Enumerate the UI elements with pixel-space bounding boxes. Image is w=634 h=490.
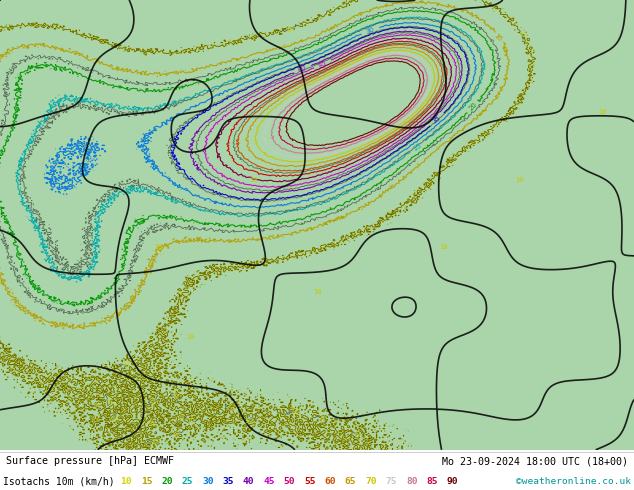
Text: 80: 80 [406, 477, 418, 486]
Text: 10: 10 [89, 413, 99, 424]
Text: 10: 10 [154, 245, 163, 250]
Text: 10: 10 [120, 477, 132, 486]
Text: 10: 10 [175, 413, 186, 422]
Text: 10: 10 [168, 390, 178, 401]
Text: 40: 40 [243, 477, 254, 486]
Text: 55: 55 [304, 477, 316, 486]
Text: 50: 50 [283, 477, 295, 486]
Text: 10: 10 [439, 245, 448, 250]
Text: 10: 10 [288, 407, 299, 416]
Text: 85: 85 [427, 477, 438, 486]
Text: 10: 10 [105, 396, 112, 406]
Text: 45: 45 [317, 59, 328, 69]
Text: 10: 10 [515, 177, 524, 183]
Text: 25: 25 [182, 477, 193, 486]
Text: 10: 10 [90, 402, 101, 411]
Text: 10: 10 [186, 334, 195, 341]
Text: 20: 20 [161, 477, 173, 486]
Text: 45: 45 [263, 477, 275, 486]
Text: 10: 10 [149, 396, 159, 407]
Text: Surface pressure [hPa] ECMWF: Surface pressure [hPa] ECMWF [6, 456, 174, 466]
Text: 10: 10 [120, 361, 131, 369]
Text: 40: 40 [297, 65, 307, 74]
Text: Isotachs 10m (km/h): Isotachs 10m (km/h) [3, 476, 115, 486]
Text: 70: 70 [365, 477, 377, 486]
Text: 10: 10 [598, 109, 607, 116]
Text: 35: 35 [432, 114, 443, 124]
Text: 10: 10 [186, 418, 195, 424]
Text: 10: 10 [110, 413, 120, 424]
Text: 90: 90 [447, 477, 458, 486]
Text: ©weatheronline.co.uk: ©weatheronline.co.uk [516, 477, 631, 486]
Text: 10: 10 [148, 420, 158, 427]
Text: 75: 75 [385, 477, 397, 486]
Text: 15: 15 [493, 32, 503, 43]
Text: 10: 10 [353, 429, 363, 440]
Text: Mo 23-09-2024 18:00 UTC (18+00): Mo 23-09-2024 18:00 UTC (18+00) [442, 456, 628, 466]
Text: 35: 35 [223, 477, 234, 486]
Text: 10: 10 [515, 29, 526, 39]
Text: 10: 10 [223, 403, 234, 414]
Text: 10: 10 [149, 438, 160, 448]
Text: 65: 65 [345, 477, 356, 486]
Text: 20: 20 [469, 101, 479, 112]
Text: 60: 60 [325, 477, 336, 486]
Text: 30: 30 [202, 477, 214, 486]
Text: 10: 10 [171, 429, 181, 438]
Text: 25: 25 [413, 142, 423, 151]
Text: 10: 10 [245, 418, 254, 424]
Text: 10: 10 [285, 24, 295, 33]
Text: 30: 30 [84, 152, 94, 163]
Text: 10: 10 [313, 290, 321, 295]
Text: 30: 30 [365, 26, 375, 35]
Text: 15: 15 [141, 477, 152, 486]
Text: 10: 10 [317, 415, 327, 422]
Text: 10: 10 [249, 177, 258, 183]
